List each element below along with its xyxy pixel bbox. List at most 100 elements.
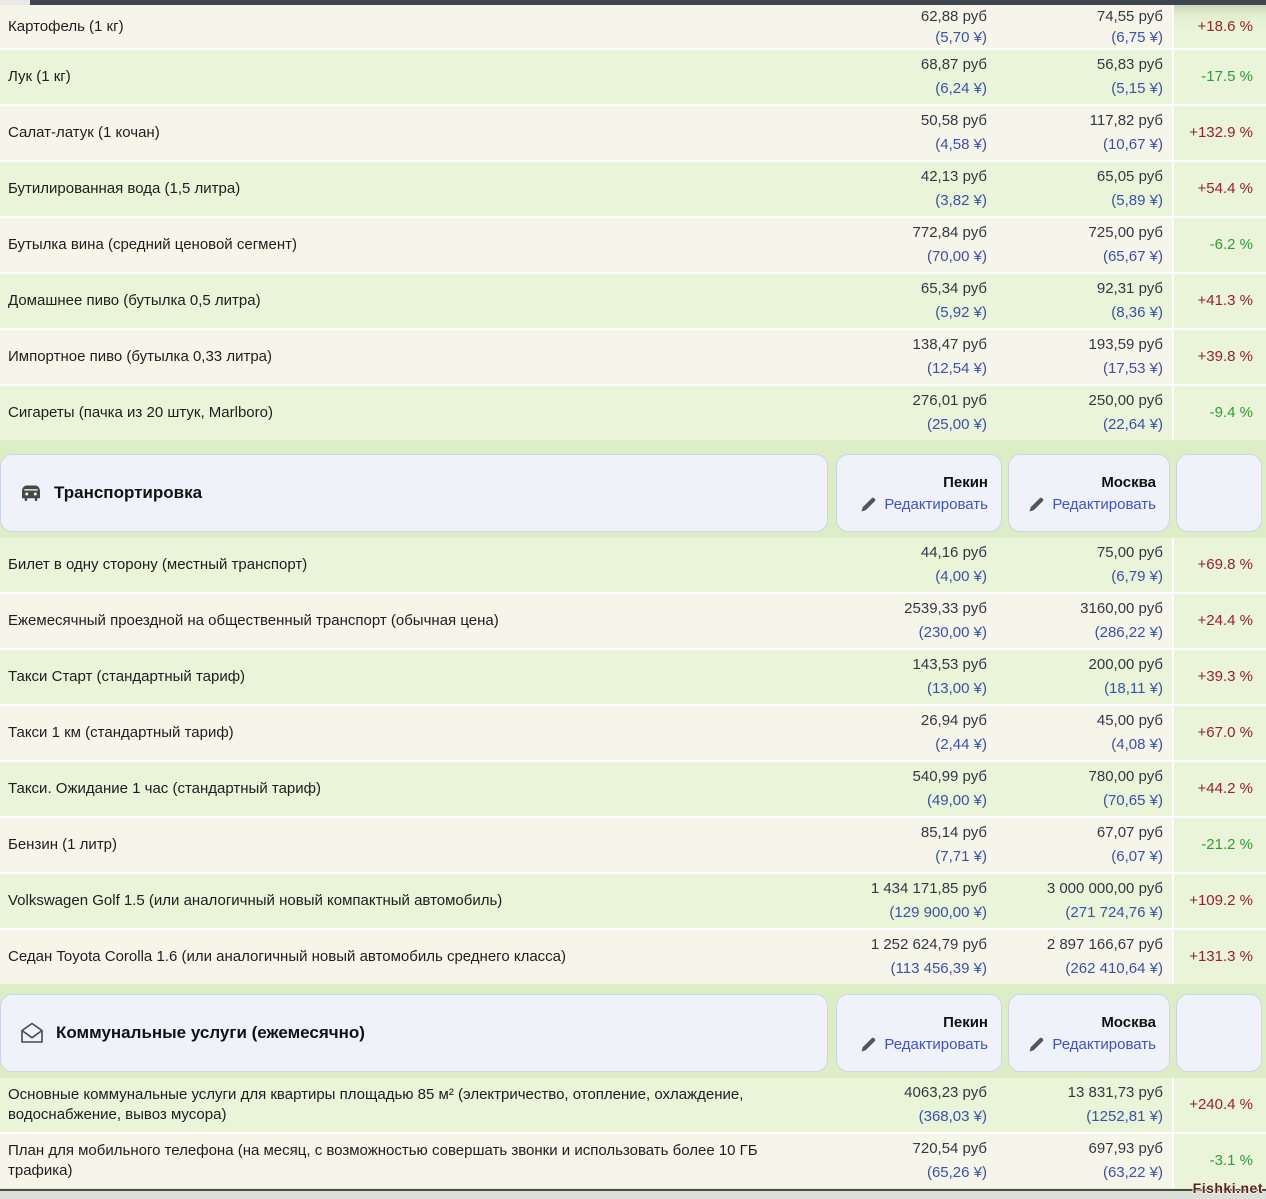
price-cny-link[interactable]: (63,22 ¥) [1102,1164,1163,1181]
edit-label: Редактировать [884,495,988,513]
item-name: Бутилированная вода (1,5 литра) [8,180,241,197]
price-cny-link[interactable]: (10,67 ¥) [1102,136,1163,153]
price-cny-link[interactable]: (7,71 ¥) [935,848,987,865]
price-cny-link[interactable]: (13,00 ¥) [926,680,987,697]
price-cny-link[interactable]: (8,36 ¥) [1111,304,1163,321]
price-cny-link[interactable]: (5,15 ¥) [1111,80,1163,97]
bottom-crop-strip [0,1191,1266,1199]
price-rub: 138,47 руб [912,336,987,353]
price-rub: 45,00 руб [1096,712,1163,729]
item-name: Основные коммунальные услуги для квартир… [8,1086,744,1123]
price-beijing: 50,58 руб (4,58 ¥) [832,106,1003,160]
price-beijing: 68,87 руб (6,24 ¥) [832,50,1003,104]
price-cny-link[interactable]: (1252,81 ¥) [1086,1108,1163,1125]
price-cny-link[interactable]: (6,07 ¥) [1111,848,1163,865]
price-cny-link[interactable]: (65,26 ¥) [926,1164,987,1181]
item-name: Такси Старт (стандартный тариф) [8,668,246,685]
edit-beijing-prices-link[interactable]: Редактировать [860,496,988,513]
item-name: Volkswagen Golf 1.5 (или аналогичный нов… [8,892,503,909]
percent-difference: +39.3 % [1172,650,1266,704]
price-rub: 1 434 171,85 руб [870,880,987,897]
item-name: Седан Toyota Corolla 1.6 (или аналогичны… [8,948,566,965]
price-rub: 56,83 руб [1096,56,1163,73]
section-header-transport: Транспортировка Пекин Редактировать Моск… [0,454,1266,532]
section-title-box-utilities: Коммунальные услуги (ежемесячно) [0,994,828,1072]
price-rub: 193,59 руб [1088,336,1163,353]
section-title: Коммунальные услуги (ежемесячно) [56,1023,365,1042]
price-rub: 3 000 000,00 руб [1046,880,1163,897]
table-row: Volkswagen Golf 1.5 (или аналогичный нов… [0,872,1266,928]
item-name: Картофель (1 кг) [8,17,124,35]
percent-header-box [1176,994,1262,1072]
price-cny-link[interactable]: (230,00 ¥) [918,624,987,641]
price-cny-link[interactable]: (25,00 ¥) [926,416,987,433]
car-icon [19,482,43,505]
edit-moscow-prices-link[interactable]: Редактировать [1028,496,1156,513]
price-rub: 1 252 624,79 руб [870,936,987,953]
price-cny-link[interactable]: (18,11 ¥) [1104,680,1163,697]
item-name: Такси. Ожидание 1 час (стандартный тариф… [8,780,321,797]
price-cny-link[interactable]: (3,82 ¥) [935,192,987,209]
price-rub: 200,00 руб [1088,656,1163,673]
percent-difference: +240.4 % [1172,1078,1266,1132]
price-rub: 2539,33 руб [904,600,987,617]
item-name: Билет в одну сторону (местный транспорт) [8,556,308,573]
price-cny-link[interactable]: (113 456,39 ¥) [890,960,987,977]
price-moscow: 13 831,73 руб (1252,81 ¥) [1003,1078,1172,1132]
percent-difference: +39.8 % [1172,330,1266,384]
price-cny-link[interactable]: (6,75 ¥) [1111,28,1163,46]
price-cny-link[interactable]: (70,00 ¥) [926,248,987,265]
price-cny-link[interactable]: (4,00 ¥) [935,568,987,585]
price-rub: 143,53 руб [912,656,987,673]
price-cny-link[interactable]: (271 724,76 ¥) [1065,904,1163,921]
price-moscow: 193,59 руб (17,53 ¥) [1003,330,1172,384]
price-moscow: 250,00 руб (22,64 ¥) [1003,386,1172,440]
price-beijing: 772,84 руб (70,00 ¥) [832,218,1003,272]
percent-difference: +44.2 % [1172,762,1266,816]
section-title: Транспортировка [54,483,203,502]
price-rub: 4063,23 руб [904,1084,987,1101]
price-rub: 62,88 руб [920,7,987,25]
price-cny-link[interactable]: (49,00 ¥) [926,792,987,809]
percent-difference: +54.4 % [1172,162,1266,216]
edit-beijing-prices-link[interactable]: Редактировать [860,1036,988,1053]
bottom-border [0,1189,1266,1191]
edit-moscow-prices-link[interactable]: Редактировать [1028,1036,1156,1053]
column-header-beijing: Пекин Редактировать [836,454,1002,532]
table-sections: Картофель (1 кг) 62,88 руб (5,70 ¥) 74,5… [0,5,1266,1188]
column-header-moscow: Москва Редактировать [1008,454,1170,532]
price-rub: 85,14 руб [920,824,987,841]
price-cny-link[interactable]: (5,92 ¥) [935,304,987,321]
price-cny-link[interactable]: (129 900,00 ¥) [889,904,987,921]
price-moscow: 3 000 000,00 руб (271 724,76 ¥) [1003,874,1172,928]
table-row: Картофель (1 кг) 62,88 руб (5,70 ¥) 74,5… [0,5,1266,48]
price-cny-link[interactable]: (6,79 ¥) [1111,568,1163,585]
item-name: Лук (1 кг) [8,68,71,85]
price-cny-link[interactable]: (22,64 ¥) [1102,416,1163,433]
price-cny-link[interactable]: (286,22 ¥) [1094,624,1163,641]
price-beijing: 62,88 руб (5,70 ¥) [832,5,1003,48]
price-cny-link[interactable]: (2,44 ¥) [935,736,987,753]
price-moscow: 67,07 руб (6,07 ¥) [1003,818,1172,872]
price-cny-link[interactable]: (262 410,64 ¥) [1065,960,1163,977]
price-cny-link[interactable]: (368,03 ¥) [918,1108,987,1125]
price-cny-link[interactable]: (12,54 ¥) [926,360,987,377]
percent-difference: +109.2 % [1172,874,1266,928]
price-cny-link[interactable]: (17,53 ¥) [1102,360,1163,377]
price-rub: 74,55 руб [1096,7,1163,25]
price-cny-link[interactable]: (65,67 ¥) [1102,248,1163,265]
price-cny-link[interactable]: (6,24 ¥) [935,80,987,97]
price-cny-link[interactable]: (4,58 ¥) [935,136,987,153]
price-cny-link[interactable]: (5,89 ¥) [1111,192,1163,209]
item-name: План для мобильного телефона (на месяц, … [8,1142,758,1179]
price-cny-link[interactable]: (5,70 ¥) [935,28,987,46]
price-moscow: 75,00 руб (6,79 ¥) [1003,538,1172,592]
price-cny-link[interactable]: (4,08 ¥) [1111,736,1163,753]
price-moscow: 65,05 руб (5,89 ¥) [1003,162,1172,216]
price-cny-link[interactable]: (70,65 ¥) [1102,792,1163,809]
price-beijing: 2539,33 руб (230,00 ¥) [832,594,1003,648]
city-name-beijing: Пекин [943,473,988,491]
price-rub: 92,31 руб [1096,280,1163,297]
price-moscow: 45,00 руб (4,08 ¥) [1003,706,1172,760]
